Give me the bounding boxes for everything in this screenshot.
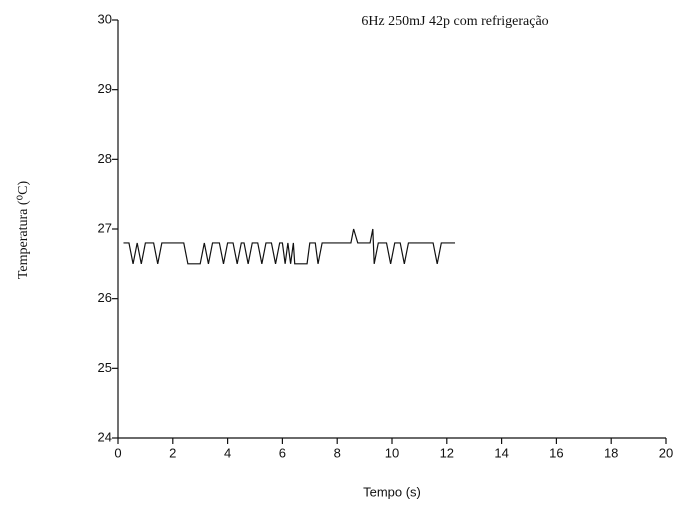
- x-tick-label: 4: [224, 445, 231, 460]
- x-tick-label: 18: [604, 445, 618, 460]
- y-tick-label: 26: [98, 290, 112, 305]
- y-axis-label: Temperatura (⁰C): [16, 181, 31, 280]
- x-axis-label: Tempo (s): [363, 484, 421, 499]
- data-line: [123, 228, 456, 265]
- x-tick-label: 16: [549, 445, 563, 460]
- chart-title: 6Hz 250mJ 42p com refrigeração: [361, 14, 548, 29]
- y-tick-label: 27: [98, 220, 112, 235]
- x-tick-label: 10: [385, 445, 399, 460]
- x-tick-label: 20: [659, 445, 673, 460]
- x-tick-label: 2: [169, 445, 176, 460]
- x-tick-label: 14: [494, 445, 508, 460]
- y-tick-label: 24: [98, 429, 112, 444]
- y-tick-label: 25: [98, 360, 112, 375]
- x-tick-label: 12: [440, 445, 454, 460]
- x-tick-label: 6: [279, 445, 286, 460]
- y-tick-label: 28: [98, 151, 112, 166]
- x-tick-label: 8: [334, 445, 341, 460]
- y-tick-label: 30: [98, 11, 112, 26]
- x-tick-label: 0: [114, 445, 121, 460]
- y-tick-label: 29: [98, 81, 112, 96]
